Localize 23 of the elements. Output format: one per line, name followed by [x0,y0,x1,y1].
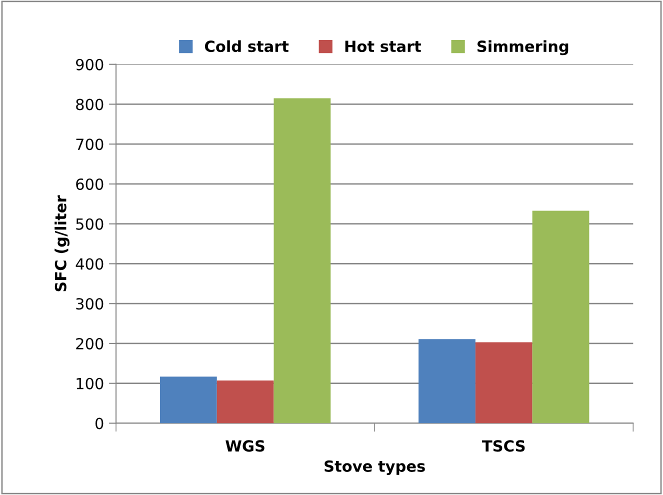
x-tick-label: TSCS [482,440,525,452]
bar [216,380,274,424]
y-tick-label: 500 [76,218,104,230]
y-tick-label: 700 [76,138,104,150]
y-tick-label: 300 [76,298,104,310]
y-tick-label: 100 [76,378,104,390]
legend-label: Cold start [204,40,289,52]
legend-label: Hot start [345,40,422,52]
y-tick-label: 900 [76,58,104,70]
legend-label: Simmering [477,40,568,56]
x-tick-label: WGS [226,440,264,452]
y-tick-label: 800 [76,98,104,110]
y-tick-label: 200 [76,338,104,350]
y-tick-label: 0 [96,418,104,430]
x-axis-title: Stove types [324,460,425,476]
bar [274,98,331,424]
y-axis-title: SFC (g/liter [54,195,70,292]
bar [532,210,590,424]
y-tick-label: 600 [76,178,104,190]
bar [160,376,217,424]
y-tick-label: 400 [76,258,104,270]
bar [418,339,476,424]
bar [475,342,532,424]
